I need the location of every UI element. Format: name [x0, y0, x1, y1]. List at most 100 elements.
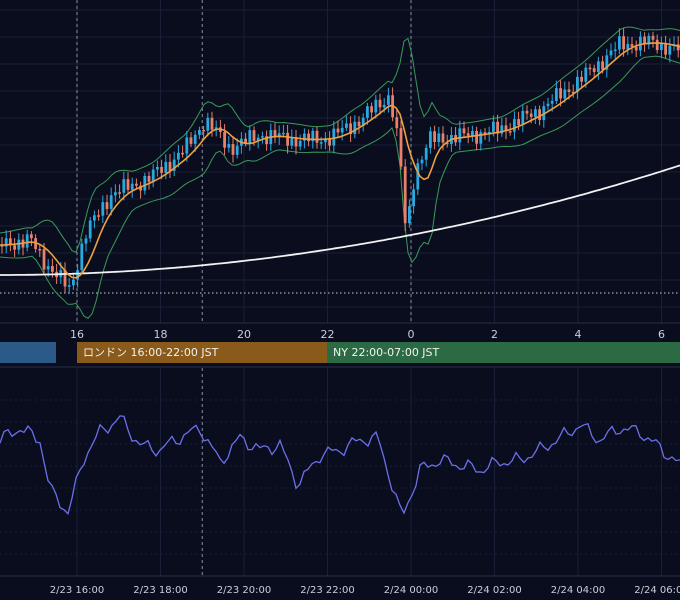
candle-body — [311, 130, 315, 142]
candle-body — [261, 136, 264, 138]
candle-body — [349, 123, 352, 135]
x-tick-label: 2 — [491, 328, 498, 341]
x-tick-label: 6 — [658, 328, 665, 341]
candle-body — [424, 147, 428, 160]
candle-body — [294, 137, 298, 147]
candle-body — [46, 266, 50, 270]
candle-body — [143, 175, 147, 191]
candle-body — [248, 130, 252, 143]
candle-body — [30, 234, 33, 239]
candle-body — [571, 91, 575, 94]
candle-body — [4, 238, 8, 247]
candle-body — [479, 132, 483, 144]
candle-body — [550, 100, 554, 104]
candle-body — [177, 152, 180, 160]
candle-body — [500, 125, 504, 134]
candle-body — [76, 270, 79, 280]
candle-body — [634, 46, 638, 51]
long-moving-average-line — [0, 164, 680, 276]
candle-body — [181, 152, 184, 155]
candle-body — [63, 270, 67, 287]
candle-body — [336, 128, 340, 133]
candle-body — [147, 175, 151, 182]
candle-body — [105, 202, 109, 209]
moving-average-line — [0, 42, 680, 279]
candle-body — [563, 89, 567, 99]
candle-body — [437, 133, 441, 143]
candle-body — [496, 121, 499, 134]
candle-body — [525, 110, 529, 114]
candle-body — [592, 68, 596, 72]
candle-body — [193, 134, 197, 144]
session-ny-bar: NY 22:00-07:00 JST — [327, 342, 680, 363]
candle-body — [534, 109, 537, 117]
candle-body — [622, 36, 625, 50]
candle-body — [277, 133, 281, 138]
candle-body — [156, 166, 159, 170]
candle-body — [51, 266, 54, 272]
oscillator-line — [0, 415, 680, 515]
candle-body — [0, 245, 4, 247]
candle-body — [445, 142, 449, 145]
candle-body — [265, 136, 268, 145]
candle-body — [252, 130, 256, 141]
candle-body — [382, 104, 386, 108]
price-x-axis: 16 18 20 22 0 2 4 6 — [70, 328, 665, 341]
candle-body — [118, 192, 121, 194]
candle-body — [408, 206, 411, 224]
candle-body — [303, 133, 306, 141]
candle-body — [420, 159, 424, 164]
candle-body — [374, 99, 378, 113]
candle-body — [626, 44, 630, 50]
candle-body — [101, 202, 105, 216]
candle-body — [122, 179, 126, 193]
x-tick-label: 18 — [154, 328, 168, 341]
candle-body — [139, 185, 142, 191]
candle-body — [361, 117, 365, 127]
candle-body — [647, 35, 651, 45]
candle-body — [202, 129, 205, 132]
candle-body — [655, 39, 659, 51]
candle-body — [412, 189, 415, 207]
bollinger-bands — [0, 26, 680, 319]
candle-body — [529, 113, 533, 117]
candle-body — [538, 109, 541, 120]
candle-body — [126, 179, 130, 190]
x-tick-label: 0 — [408, 328, 415, 341]
candle-body — [198, 129, 201, 135]
candle-body — [93, 215, 96, 221]
candle-body — [290, 137, 294, 146]
candlesticks — [0, 28, 680, 295]
candle-body — [668, 45, 672, 55]
candle-body — [114, 192, 117, 196]
candle-body — [559, 88, 562, 99]
candle-body — [576, 76, 579, 93]
candle-body — [97, 215, 100, 217]
x-tick-label: 16 — [70, 328, 84, 341]
candle-body — [504, 125, 508, 132]
candle-body — [227, 144, 231, 148]
candle-body — [340, 127, 344, 133]
candle-body — [567, 89, 571, 92]
candle-body — [542, 106, 546, 120]
candle-body — [651, 35, 655, 40]
candle-body — [513, 119, 516, 132]
candle-body — [387, 95, 390, 105]
candle-body — [357, 121, 361, 127]
candle-body — [403, 166, 407, 224]
candle-body — [584, 67, 588, 82]
candle-body — [466, 133, 470, 136]
candle-body — [660, 42, 663, 51]
candle-body — [298, 140, 302, 147]
candle-body — [88, 220, 92, 239]
candle-body — [366, 106, 369, 118]
candle-body — [135, 183, 138, 186]
candle-body — [546, 103, 550, 107]
candle-body — [206, 117, 210, 131]
candle-body — [613, 49, 617, 52]
candle-body — [399, 128, 403, 167]
candle-body — [109, 195, 113, 209]
session-london-bar: ロンドン 16:00-22:00 JST — [77, 342, 327, 363]
candle-body — [441, 133, 445, 143]
moving-averages — [0, 42, 680, 279]
